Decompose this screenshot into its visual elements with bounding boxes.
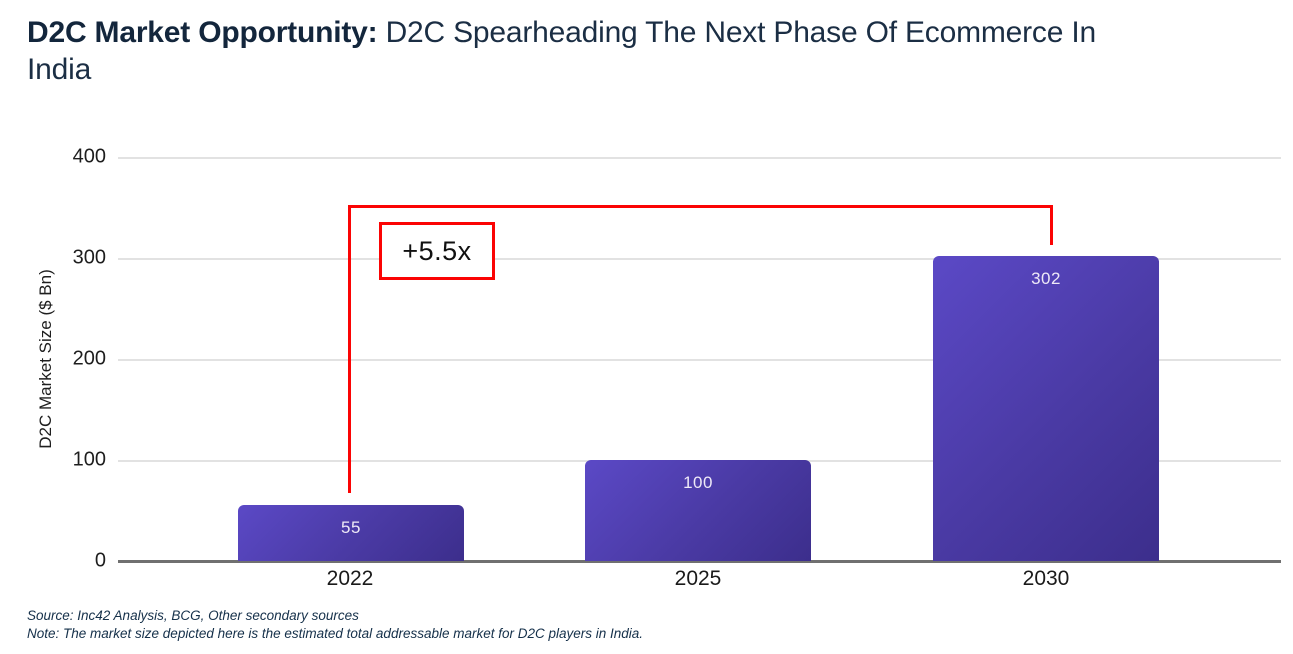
- page-title-emphasis: D2C Market Opportunity:: [27, 16, 378, 49]
- page-title-subtitle: D2C Spearheading The Next Phase Of Ecomm…: [27, 16, 1096, 86]
- growth-bracket-top-line: [348, 205, 1053, 208]
- growth-bracket-left-line: [348, 205, 351, 493]
- bar-value-label: 100: [683, 473, 713, 492]
- gridline-200: [118, 359, 1281, 361]
- page-title: D2C Market Opportunity: D2C Spearheading…: [27, 14, 1137, 88]
- bar-2022: 55: [238, 505, 464, 561]
- growth-multiple-callout: +5.5x: [379, 222, 495, 280]
- bar-value-label: 55: [341, 518, 361, 538]
- x-axis-line: [118, 560, 1281, 563]
- y-tick-label: 300: [72, 246, 106, 269]
- source-note: Source: Inc42 Analysis, BCG, Other secon…: [27, 608, 359, 623]
- bar-chart-plot-area: 400 300 200 100 0 55 100 302 +5.5x 2022 …: [73, 146, 1281, 590]
- bar-2025: 100: [585, 460, 811, 561]
- y-tick-label: 400: [72, 145, 106, 168]
- methodology-note: Note: The market size depicted here is t…: [27, 626, 644, 641]
- y-axis-title: D2C Market Size ($ Bn): [36, 269, 55, 449]
- x-tick-label-2030: 2030: [1022, 567, 1070, 590]
- x-tick-label-2025: 2025: [674, 567, 722, 590]
- gridline-400: [118, 157, 1281, 159]
- gridline-300: [118, 258, 1281, 260]
- y-tick-label: 100: [72, 448, 106, 471]
- y-tick-label: 0: [94, 549, 106, 572]
- bar-value-label: 302: [1031, 268, 1061, 288]
- bar-2030: 302: [933, 255, 1159, 561]
- growth-bracket-right-line: [1050, 205, 1053, 245]
- y-tick-label: 200: [72, 347, 106, 370]
- footnotes: Source: Inc42 Analysis, BCG, Other secon…: [27, 607, 643, 643]
- x-tick-label-2022: 2022: [326, 567, 374, 590]
